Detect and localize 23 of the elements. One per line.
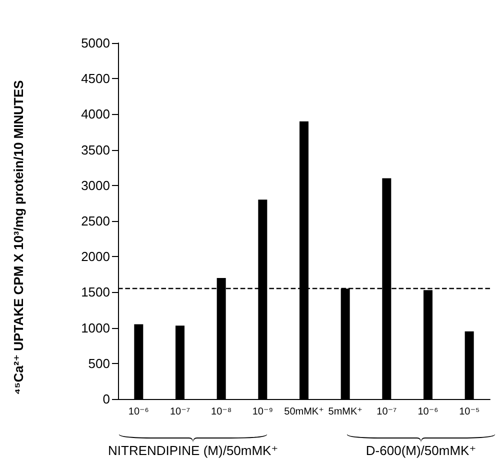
y-axis-title: ⁴⁵Ca²⁺ UPTAKE CPM X 10³/mg protein/10 MINUTES xyxy=(11,80,26,395)
y-tick-label: 0 xyxy=(102,392,110,406)
y-tick-label: 2000 xyxy=(81,249,110,264)
x-tick-label: 10⁻⁹ xyxy=(252,406,274,418)
text: NITRENDIPINE (M)/50mMK⁺ xyxy=(108,443,278,459)
y-tick-label: 4000 xyxy=(81,106,110,122)
y-tick-label: 500 xyxy=(88,356,110,371)
y-tick-label: 1000 xyxy=(81,320,110,336)
y-tick-label: 5000 xyxy=(81,36,110,50)
y-tick-label: 1500 xyxy=(81,284,110,300)
y-tick-label: 3500 xyxy=(81,142,110,158)
x-tick-label: 10⁻⁶ xyxy=(128,406,149,418)
x-tick-label: 10⁻⁷ xyxy=(376,406,398,418)
x-tick-label: 10⁻⁵ xyxy=(459,406,480,418)
x-tick-label: 10⁻⁸ xyxy=(211,406,232,418)
x-tick-label: 50mMK⁺ xyxy=(284,406,324,418)
x-tick-label: 5mMK⁺ xyxy=(328,406,362,418)
y-tick-label: 2500 xyxy=(81,214,110,228)
x-tick-label: 10⁻⁷ xyxy=(170,406,190,418)
text: D-600(M)/50mMK⁺ xyxy=(364,443,478,459)
y-tick-label: 3000 xyxy=(81,178,110,193)
x-tick-label: 10⁻⁶ xyxy=(418,406,438,418)
y-tick-label: 4500 xyxy=(81,71,110,86)
